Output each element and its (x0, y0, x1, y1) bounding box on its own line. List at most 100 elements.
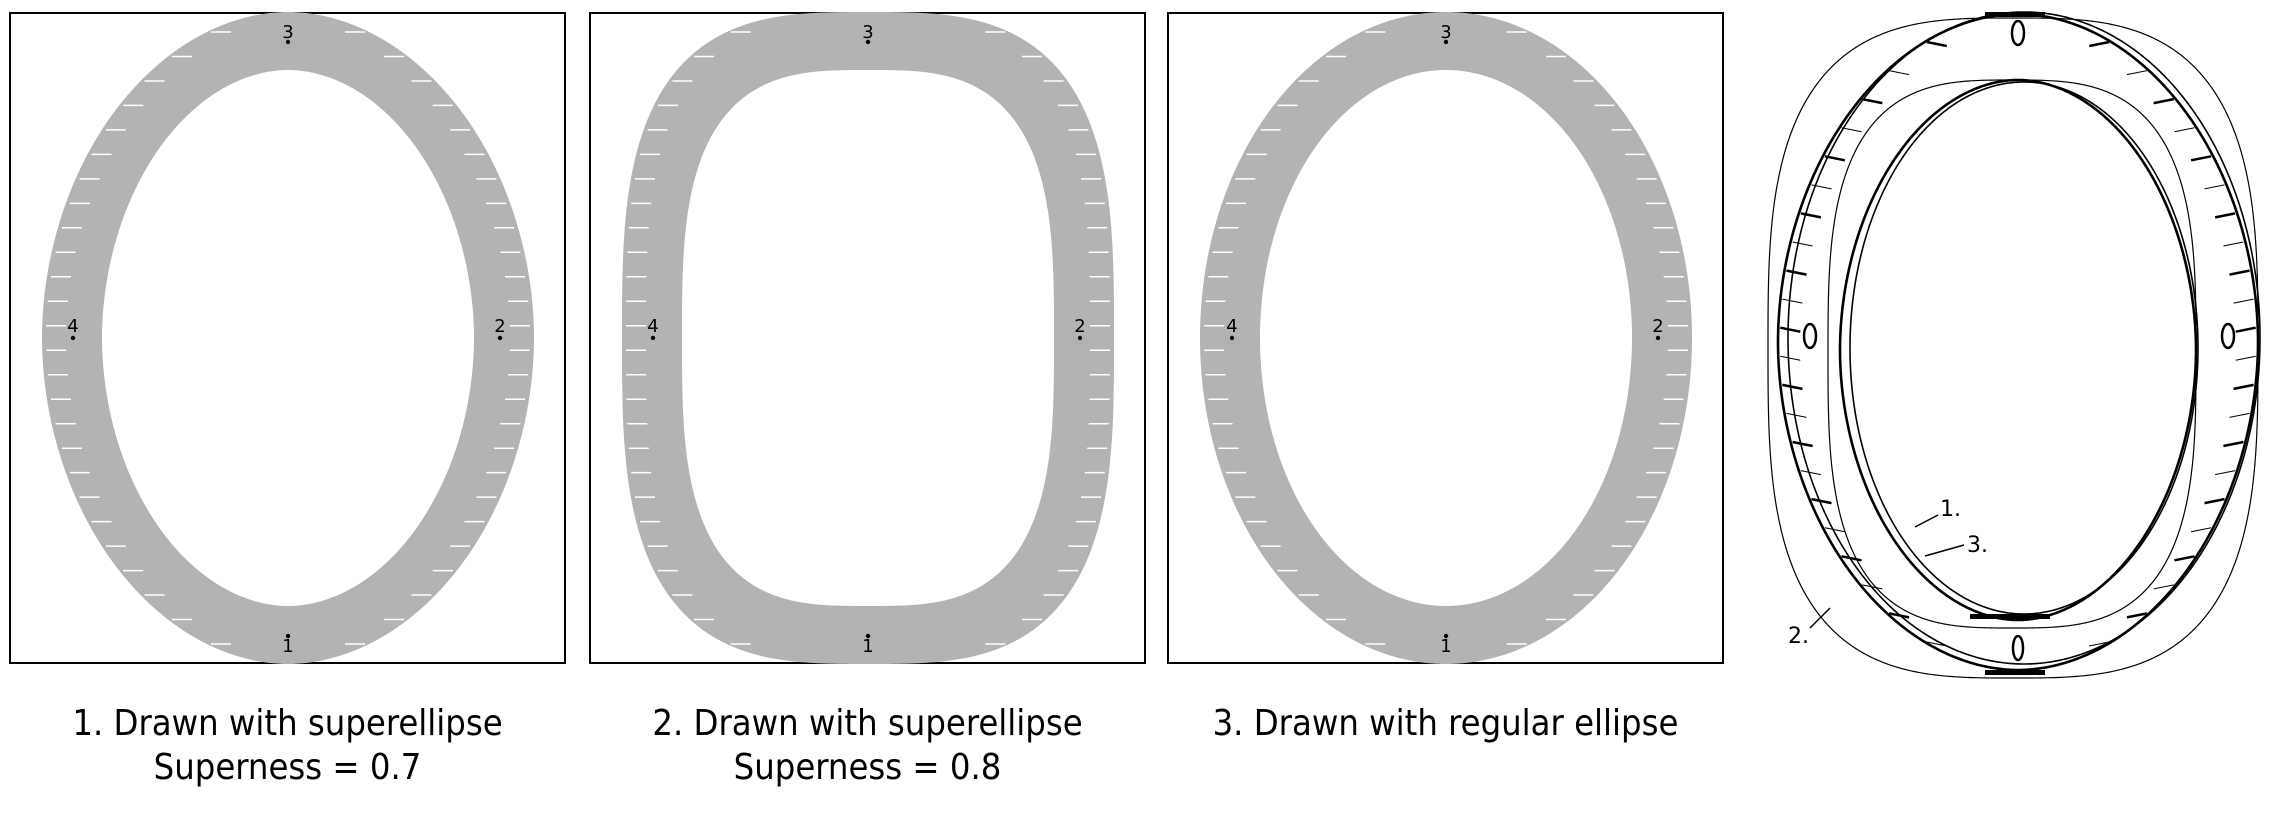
marker-dot-right (1077, 335, 1083, 341)
overlay-outline-superellipse-08 (1767, 17, 2259, 679)
overlay-inner-regular-ellipse (1849, 81, 2199, 615)
overlay-tick (1811, 497, 1832, 505)
overlay-comparison: 1. 3. 2. (1767, 11, 2261, 679)
panel-regular-ellipse: 3 2 4 1 (1167, 12, 1724, 664)
overlay-tick (1926, 40, 1948, 48)
overlay-tick (2174, 127, 2195, 133)
overlay-tick (2191, 527, 2212, 533)
overlay-tick (1782, 298, 1803, 304)
overlay-tick (1824, 155, 1846, 162)
marker-dot-left (1229, 335, 1235, 341)
overlay-tick (1800, 212, 1822, 219)
overlay-tick (1824, 527, 1845, 533)
overlay-tick (1862, 584, 1883, 590)
overlay-tick (1888, 612, 1910, 619)
overlay-tick (2223, 241, 2244, 247)
marker-dot-left (650, 335, 656, 341)
overlay-tick (2126, 612, 2148, 619)
marker-dot-bottom (1443, 633, 1449, 639)
marker-dot-right (1655, 335, 1661, 341)
overlay-tick (1841, 127, 1862, 133)
caption-panel-1: 1. Drawn with superellipse Superness = 0… (10, 702, 565, 790)
overlay-tick (1780, 326, 1801, 333)
overlay-label-1: 1. (1940, 497, 1961, 522)
caption-title: 3. Drawn with regular ellipse (1212, 703, 1679, 744)
leader-line-3 (1924, 544, 1965, 557)
overlay-top-bar (1985, 12, 2045, 17)
overlay-tick (2174, 555, 2195, 562)
vertex-markers: 3 2 4 1 (67, 22, 505, 657)
overlay-tick (2204, 497, 2225, 505)
ring-shape (622, 12, 1114, 664)
overlay-tick (1792, 440, 1813, 448)
marker-label-right: 2 (1074, 316, 1085, 337)
panel-superellipse-07: 3 2 4 1 (9, 12, 566, 664)
overlay-bottom-bar (1985, 670, 2045, 675)
marker-dot-left (70, 335, 76, 341)
marker-label-top: 3 (862, 22, 873, 43)
overlay-tick (1792, 241, 1813, 247)
overlay-outline-regular-ellipse (1787, 11, 2261, 665)
marker-label-top: 3 (1440, 22, 1451, 43)
overlay-tick (2235, 326, 2256, 333)
marker-label-left: 4 (67, 316, 78, 337)
marker-label-bottom: 1 (862, 636, 873, 657)
vertex-markers: 3 2 4 1 (1226, 22, 1663, 657)
overlay-label-2: 2. (1788, 624, 1809, 649)
marker-label-left: 4 (1226, 316, 1237, 337)
overlay-tick (2088, 40, 2110, 48)
overlay-tick (2229, 412, 2250, 418)
marker-dot-bottom (865, 633, 871, 639)
caption-title: 2. Drawn with superellipse (652, 703, 1083, 744)
marker-label-right: 2 (494, 316, 505, 337)
marker-dot-top (285, 39, 291, 45)
marker-dot-right (497, 335, 503, 341)
overlay-tick (1786, 269, 1807, 276)
marker-label-bottom: 1 (1440, 636, 1451, 657)
overlay-tick (1841, 555, 1862, 562)
marker-label-right: 2 (1652, 316, 1663, 337)
ring-hatch-marks (626, 31, 1110, 645)
overlay-tick (1926, 641, 1947, 647)
overlay-right-marker (2220, 322, 2236, 350)
overlay-tick (2233, 298, 2254, 304)
overlay-left-marker (1802, 322, 1818, 350)
caption-title: 1. Drawn with superellipse (72, 703, 503, 744)
overlay-tick (2233, 383, 2254, 391)
overlay-tick (2089, 641, 2110, 647)
ring-hatch-marks (1204, 31, 1688, 645)
leader-line-2 (1809, 607, 1831, 629)
caption-panel-2: 2. Drawn with superellipse Superness = 0… (590, 702, 1145, 790)
overlay-bottom-inner-bar (1970, 614, 2050, 619)
overlay-tick (2126, 70, 2147, 76)
overlay-tick (1800, 470, 1821, 476)
overlay-inner-superellipse-08 (1827, 79, 2197, 629)
overlay-tick (2204, 184, 2225, 190)
overlay-bottom-marker (2011, 634, 2025, 662)
overlay-label-3: 3. (1967, 533, 1988, 558)
caption-panel-3: 3. Drawn with regular ellipse (1168, 702, 1723, 746)
overlay-tick (1889, 70, 1910, 76)
marker-label-left: 4 (647, 316, 658, 337)
marker-label-bottom: 1 (282, 636, 293, 657)
overlay-tick (2214, 212, 2236, 219)
ring-hatch-marks (46, 31, 530, 645)
overlay-tick (2190, 155, 2212, 162)
overlay-tick (1862, 97, 1883, 105)
leader-line-1 (1914, 514, 1939, 528)
vertex-markers: 3 2 4 1 (647, 22, 1085, 657)
overlay-tick (2153, 97, 2174, 105)
overlay-top-marker (2010, 19, 2026, 47)
overlay-tick (1782, 383, 1803, 391)
overlay-tick (2223, 440, 2244, 448)
overlay-tick-marks (1780, 40, 2256, 647)
marker-label-top: 3 (282, 22, 293, 43)
marker-dot-top (1443, 39, 1449, 45)
caption-superness: Superness = 0.7 (153, 747, 422, 788)
overlay-tick (2235, 355, 2256, 361)
overlay-tick (2229, 269, 2250, 276)
marker-dot-bottom (285, 633, 291, 639)
overlay-tick (1786, 412, 1807, 418)
caption-superness: Superness = 0.8 (733, 747, 1002, 788)
